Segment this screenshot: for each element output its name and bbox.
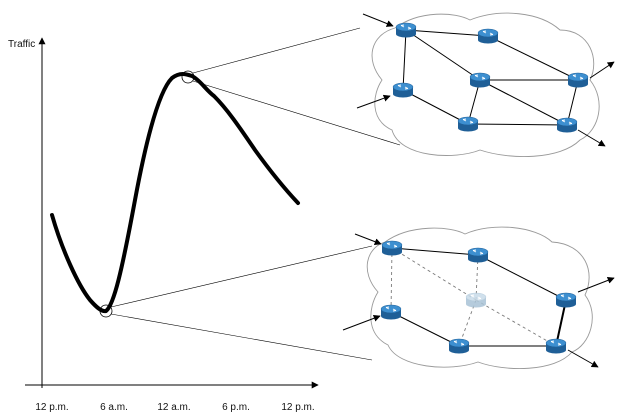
router-icon [556,117,578,133]
x-tick-label: 12 a.m. [157,402,190,413]
peak-marker [181,70,195,84]
trough-zoom-line [110,313,373,361]
trough-marker [99,304,113,318]
router-icon [448,338,470,354]
traffic-curve [50,72,300,314]
router-icon [395,22,417,38]
traffic-arrows [342,233,615,368]
router-icon [457,116,479,132]
routers-layer [380,22,589,354]
x-tick-label: 6 a.m. [100,402,128,413]
router-icon [477,28,499,44]
network-links-sleeping [390,247,557,347]
router-icon [567,72,589,88]
router-icon [392,82,414,98]
trough-zoom-line [110,245,373,308]
network-links-active [390,247,567,347]
x-tick-label: 12 p.m. [281,402,314,413]
peak-callout [181,27,401,146]
router-icon [555,292,577,308]
peak-zoom-line [192,80,401,146]
y-axis-label: Traffic [8,39,35,50]
x-tick-label: 6 p.m. [222,402,250,413]
cloud-outline [371,12,600,157]
router-icon [465,292,487,308]
network-link-heavy [555,299,567,347]
router-icon [381,240,403,256]
router-icon [469,72,491,88]
peak-zoom-line [192,27,361,74]
network-links [402,29,579,126]
router-icon [467,247,489,263]
chart-axes: Traffic 12 p.m. 6 a.m. 12 a.m. 6 p.m. 12… [8,37,319,413]
trough-callout [99,245,373,361]
router-icon [380,304,402,320]
router-icon [545,338,567,354]
x-tick-label: 12 p.m. [35,402,68,413]
network-trough [342,226,615,369]
traffic-arrows [356,13,615,147]
